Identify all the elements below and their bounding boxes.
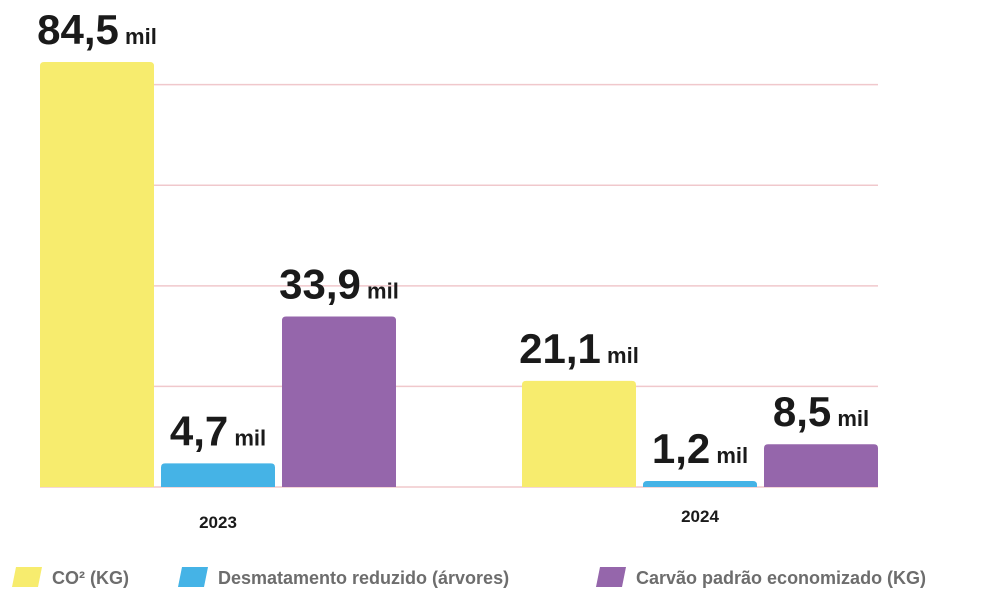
legend-label: Desmatamento reduzido (árvores) xyxy=(218,568,509,588)
value-label: 4,7 mil xyxy=(170,407,266,454)
bar xyxy=(161,463,275,487)
bar xyxy=(643,480,757,487)
value-label: 1,2 mil xyxy=(652,425,748,472)
legend-swatch xyxy=(178,567,208,587)
bar xyxy=(282,316,396,487)
value-label: 8,5 mil xyxy=(773,388,869,435)
bar xyxy=(764,444,878,487)
legend-swatch xyxy=(596,567,626,587)
value-label: 84,5 mil xyxy=(37,6,157,53)
legend-swatch xyxy=(12,567,42,587)
bar xyxy=(522,380,636,487)
legend-label: CO² (KG) xyxy=(52,568,129,588)
value-label: 33,9 mil xyxy=(279,260,399,307)
value-label: 21,1 mil xyxy=(519,325,639,372)
x-tick-label: 2023 xyxy=(199,513,237,532)
x-tick-label: 2024 xyxy=(681,507,719,526)
bar xyxy=(40,62,154,487)
legend-label: Carvão padrão economizado (KG) xyxy=(636,568,926,588)
